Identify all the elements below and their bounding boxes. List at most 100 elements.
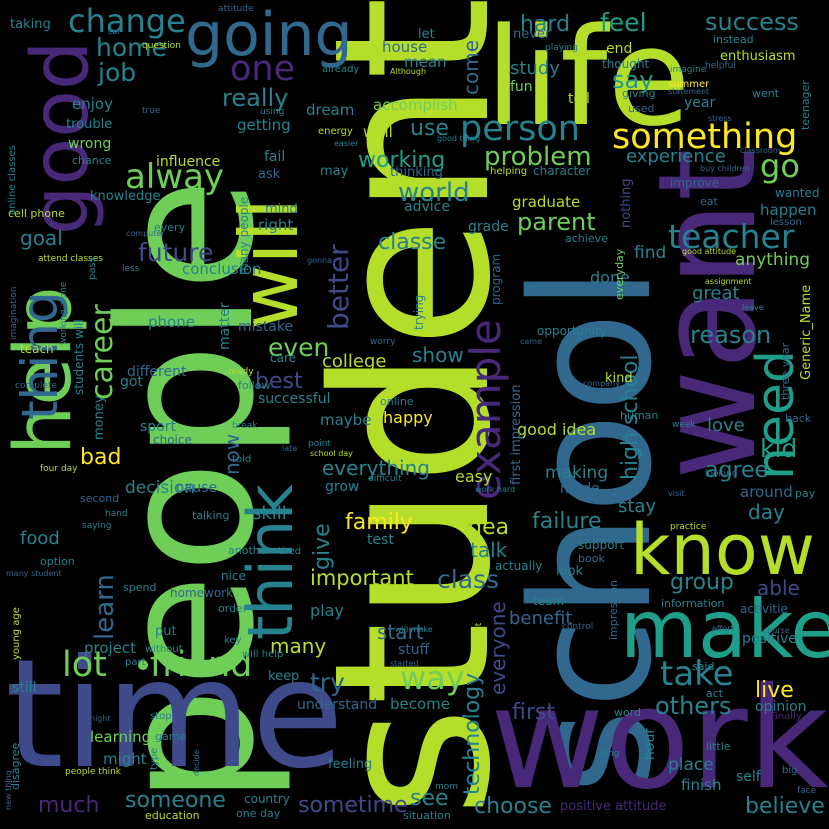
word-parent: parent — [517, 208, 596, 236]
word-worry: worry — [370, 337, 396, 347]
word-computer: computer — [126, 229, 165, 238]
word-learning: learning — [90, 728, 152, 746]
word-grade: grade — [468, 219, 509, 235]
word-visit: visit — [668, 489, 685, 498]
word-four-day: four day — [40, 464, 78, 474]
word-dot1 — [138, 660, 148, 670]
word-three-year: three year — [779, 342, 792, 400]
word-experience: experience — [626, 146, 726, 167]
word-stay: stay — [618, 496, 657, 517]
word-face: face — [797, 786, 817, 796]
word-stop: stop — [150, 711, 172, 722]
word-many-student: many student — [6, 569, 62, 578]
word-change: change — [68, 2, 186, 40]
word-car: car — [108, 27, 121, 36]
word-agree: agree — [705, 458, 769, 483]
word-one-day: one day — [236, 807, 281, 820]
word-thought: thought — [602, 57, 650, 71]
word-maybe: maybe — [320, 411, 372, 429]
word-opportunity: opportunity — [537, 324, 607, 338]
word-part: part — [125, 657, 146, 668]
word-even: even — [268, 333, 330, 362]
word-put: put — [155, 624, 177, 639]
word-education: education — [145, 809, 200, 822]
word-lesson: lesson — [770, 217, 802, 228]
word-teach: teach — [20, 342, 54, 356]
word-kind: kind — [605, 371, 633, 386]
word-anything: anything — [735, 250, 810, 270]
word-difficult: difficult — [368, 474, 402, 484]
word-follow: follow — [238, 379, 271, 392]
word-everyone: everyone — [486, 601, 510, 695]
word-long: long — [600, 749, 620, 759]
word-let: let — [418, 27, 435, 42]
word-find: find — [634, 243, 667, 263]
word-online-classes: online classes — [7, 145, 18, 215]
word-key: key — [224, 635, 242, 646]
word-true: true — [142, 106, 161, 116]
word-opinion: opinion — [755, 699, 807, 715]
word-benefit: benefit — [509, 608, 573, 629]
word-country: country — [244, 792, 290, 806]
word-going: going — [185, 0, 353, 70]
word-many-people: many people — [237, 196, 251, 275]
word-classroom: classroom — [740, 146, 781, 155]
word-well: well — [363, 123, 393, 141]
word-online: online — [380, 395, 414, 408]
word-decide: decide — [192, 749, 201, 776]
word-live: live — [755, 678, 794, 703]
word-job: job — [98, 58, 137, 87]
word-used: used — [628, 102, 655, 115]
word-company: company — [583, 379, 620, 388]
word-trouble: trouble — [66, 117, 113, 132]
word-week: week — [672, 420, 696, 430]
word-work-hard: work hard — [475, 485, 516, 494]
word-show: show — [412, 343, 464, 367]
word-nice: nice — [221, 569, 246, 583]
word-already: already — [322, 64, 360, 75]
word-ask: ask — [258, 167, 281, 182]
word-many: many — [270, 634, 327, 658]
word-positive: positive — [742, 631, 797, 647]
word-day: day — [748, 500, 785, 524]
word-lot: lot — [62, 645, 107, 685]
word-second: second — [80, 492, 120, 505]
word-try: try — [310, 668, 345, 697]
word-one: one — [230, 49, 296, 89]
word-late: late — [282, 444, 298, 453]
word-instead: instead — [713, 33, 754, 46]
word-students-will: students will — [72, 319, 86, 395]
word-much: much — [38, 793, 100, 818]
word-said: said — [692, 660, 715, 673]
word-working: working — [358, 148, 446, 173]
word-talk: talk — [470, 538, 508, 562]
word-human: human — [620, 409, 659, 422]
word-easy: easy — [455, 467, 493, 486]
word-failure: failure — [532, 509, 602, 534]
word-word: word — [614, 706, 642, 719]
word-mind: mind — [265, 202, 298, 217]
word-love: love — [707, 415, 745, 436]
word-time: time — [5, 628, 344, 802]
word-goal: goal — [20, 226, 63, 250]
word-tired: tired — [278, 546, 302, 557]
word-went: went — [752, 87, 780, 100]
word-actually: actually — [495, 559, 543, 573]
word-effort: effort — [712, 624, 734, 633]
word-will-make: will make — [395, 625, 433, 634]
word-stress: stress — [708, 114, 732, 123]
word-understand: understand — [297, 697, 378, 713]
word-mom: mom — [435, 782, 459, 792]
word-Generic_Name: Generic_Name — [799, 284, 814, 380]
word-imagine: imagine — [670, 65, 707, 75]
word-decision: decision — [125, 478, 196, 498]
word-care: care — [270, 351, 297, 365]
word-play: play — [310, 601, 344, 620]
word-feeling: feeling — [328, 757, 373, 772]
word-program: program — [489, 253, 503, 305]
word-test: test — [367, 532, 394, 548]
word-use: use — [410, 116, 449, 141]
word-attend-classes: attend classes — [38, 254, 103, 264]
word-happy: happy — [383, 408, 433, 427]
word-great: great — [692, 283, 740, 304]
